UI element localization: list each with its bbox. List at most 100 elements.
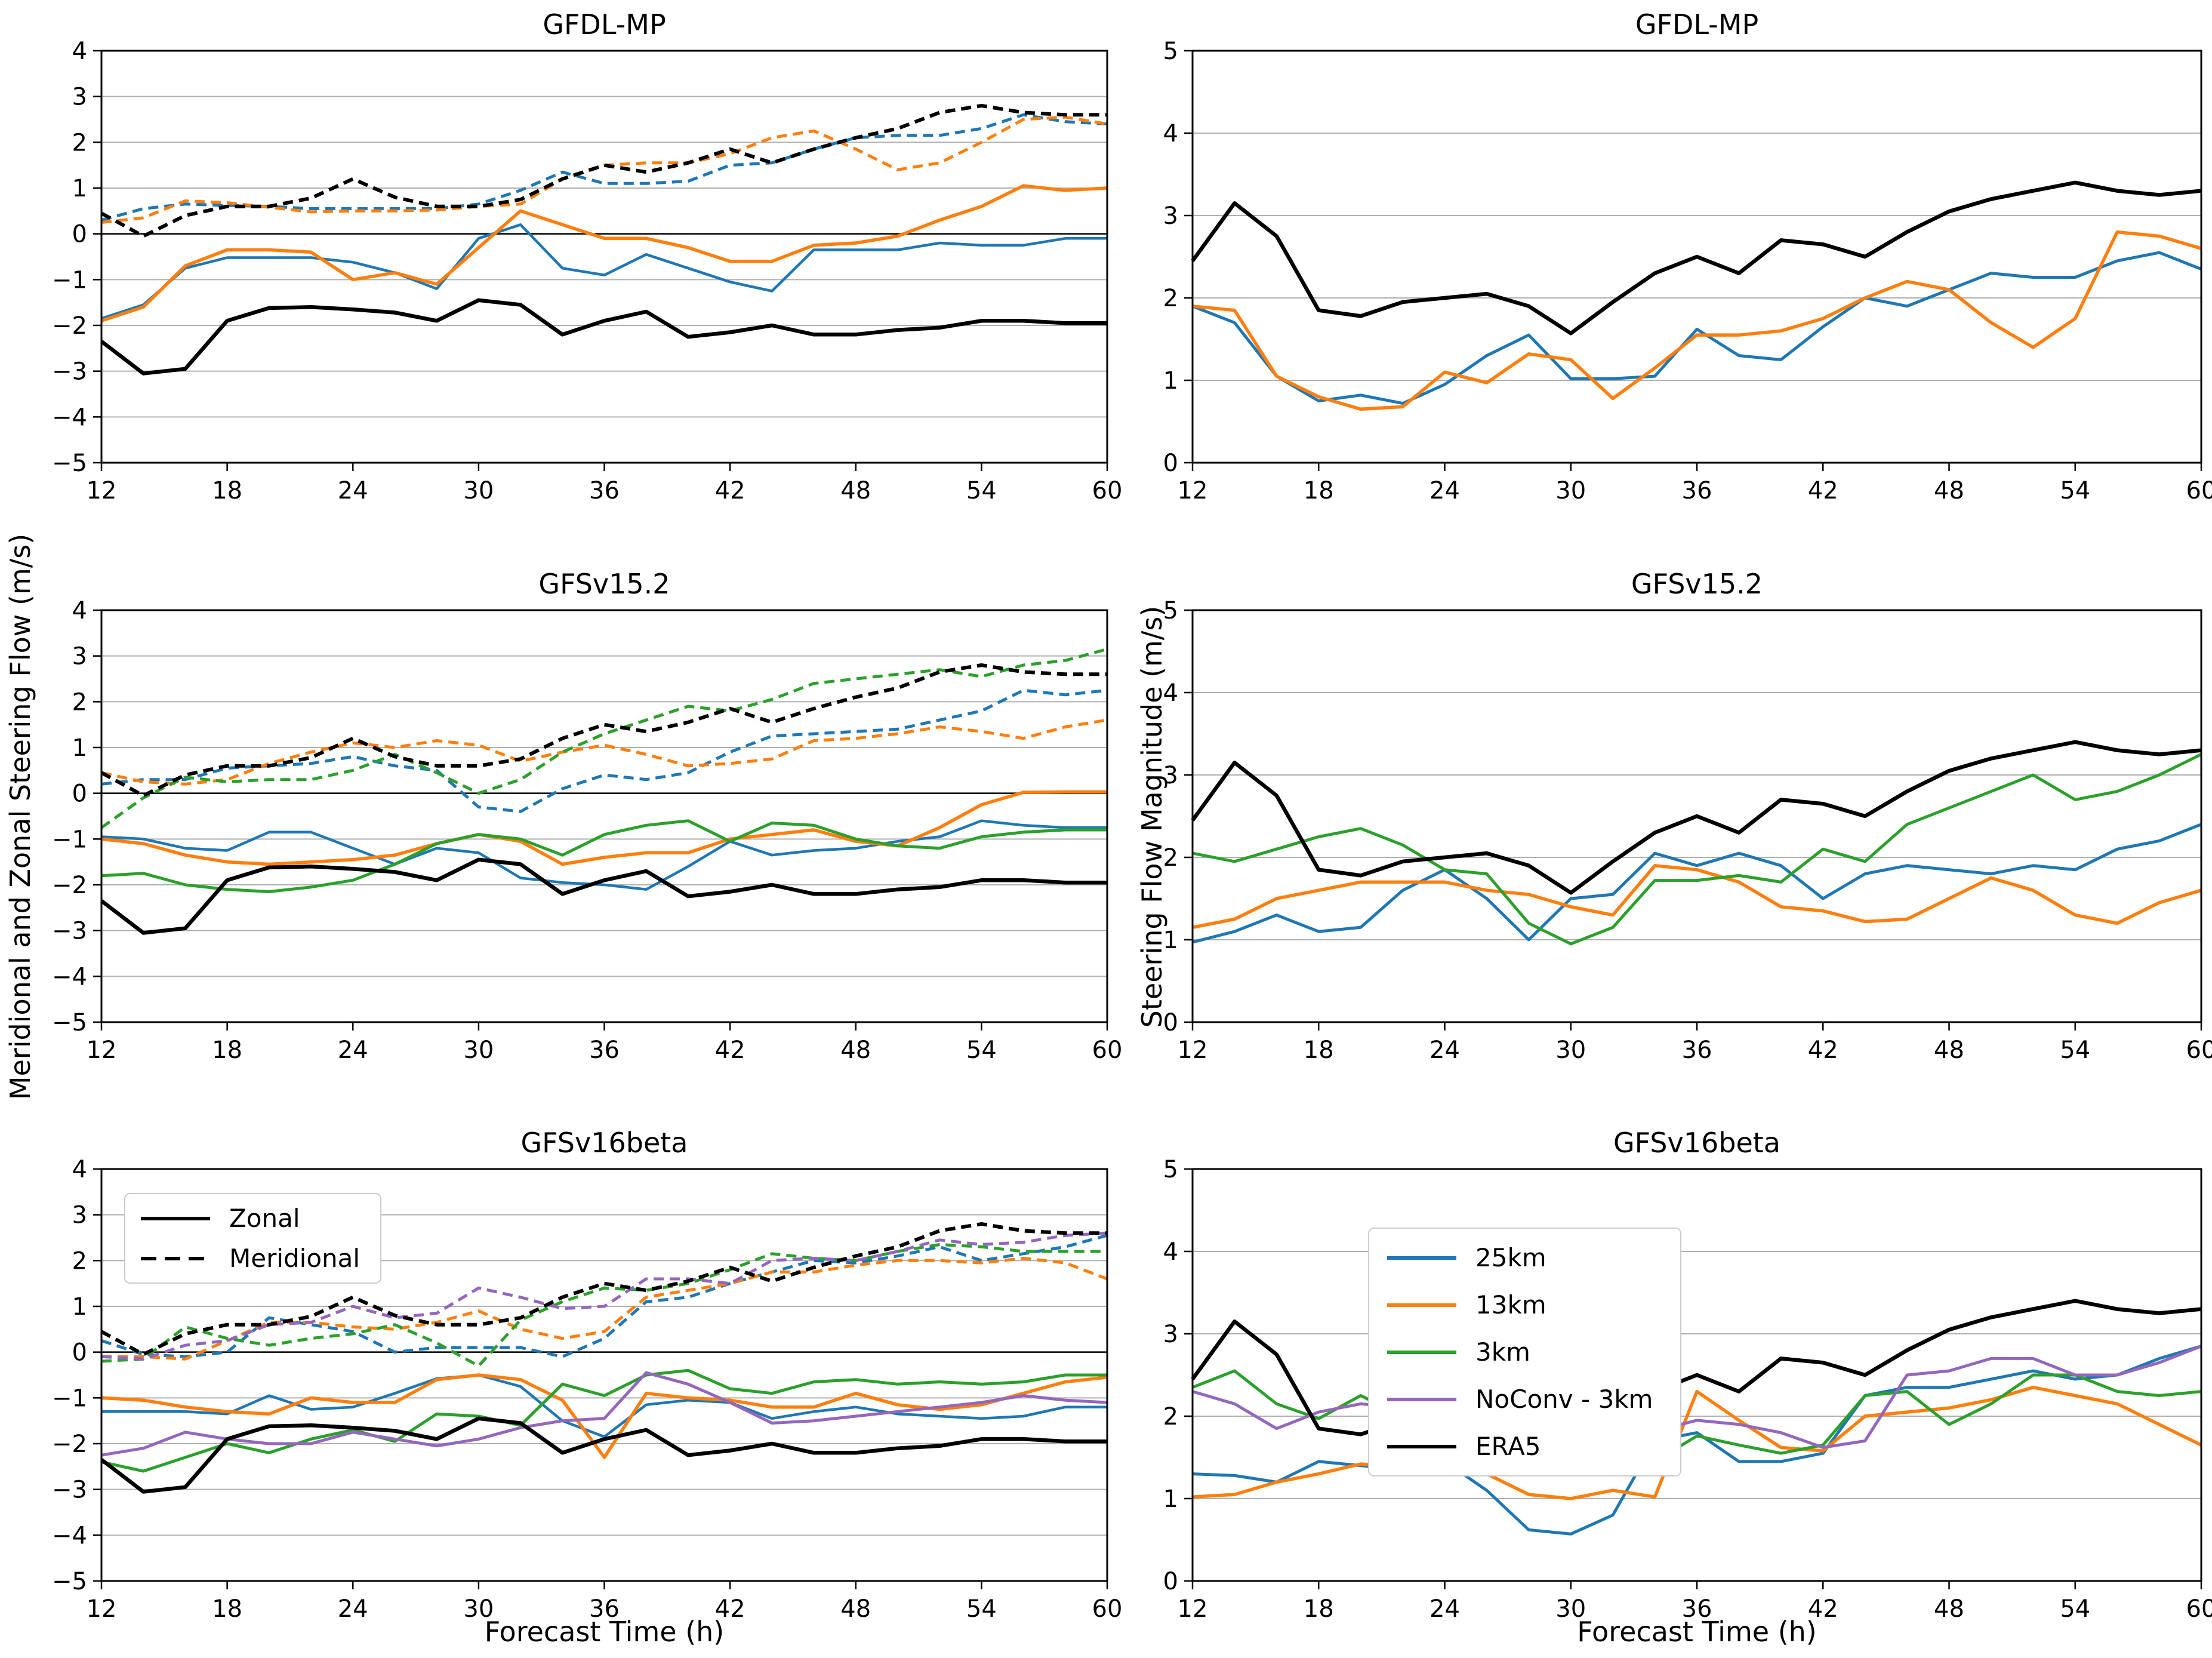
legend-line-sample [141,1216,210,1220]
x-tick-label: 54 [966,477,997,505]
series-era5-meridional [100,663,1107,798]
legend-label: Zonal [229,1204,300,1233]
x-tick-label: 60 [1092,1595,1122,1623]
y-tick-label: 1 [1163,1485,1178,1513]
x-tick-label: 36 [589,1036,620,1064]
x-tick-label: 60 [1092,1036,1122,1064]
series-25km [1192,251,2202,405]
y-tick-label: −4 [52,1522,87,1549]
y-tick-label: −5 [52,1009,87,1036]
legend-line-sample [141,1256,210,1260]
y-tick-label: 4 [72,1157,87,1183]
x-tick-label: 48 [840,477,871,505]
x-tick-label: 60 [2186,1036,2212,1064]
y-tick-label: 3 [72,643,87,670]
legend-entry-noconv-3km: NoConv - 3km [1386,1385,1653,1414]
x-tick-label: 36 [1682,1036,1712,1064]
x-tick-label: 12 [1178,477,1208,505]
y-tick-label: −4 [52,963,87,991]
x-tick-label: 48 [1934,1595,1964,1623]
series-noconv-3km-meridional [101,1231,1108,1361]
panel-title-gfsv152-magnitude: GFSv15.2 [1631,568,1763,600]
legend-line-sample [1387,1350,1456,1354]
x-tick-label: 30 [463,477,494,505]
legend-label: ERA5 [1475,1432,1541,1461]
y-tick-label: −4 [52,404,87,431]
y-tick-label: −3 [52,918,87,945]
series-noconv-3km [1192,1345,2202,1449]
legend-line-sample [1387,1444,1456,1448]
x-tick-label: 48 [1934,477,1964,505]
x-tick-label: 30 [1555,1036,1586,1064]
legend-label: Meridional [229,1244,361,1273]
x-tick-label: 48 [840,1595,871,1623]
legend-line-style: Zonal Meridional [124,1193,382,1284]
x-tick-label: 54 [2060,1595,2090,1623]
x-tick-label: 42 [1808,1595,1838,1623]
y-tick-label: −3 [52,1476,87,1504]
y-tick-label: 1 [1163,927,1178,954]
y-tick-label: 2 [72,1247,87,1275]
x-tick-label: 42 [1808,1036,1838,1064]
series-13km-zonal [101,1373,1108,1459]
y-tick-label: −1 [52,1385,87,1412]
legend-label: 3km [1475,1337,1530,1367]
panel-title-gfdl-mp-components: GFDL-MP [543,8,666,41]
y-tick-label: 4 [1163,120,1178,147]
series-3km-meridional [100,647,1108,829]
y-tick-label: 5 [1163,39,1178,65]
x-tick-label: 42 [715,1595,745,1623]
y-tick-label: 3 [1163,762,1178,789]
legend-entry-25km: 25km [1386,1243,1653,1272]
series-era5 [1191,740,2202,895]
x-tick-label: 30 [463,1036,494,1064]
legend-entry-3km: 3km [1386,1337,1653,1367]
y-tick-label: 0 [1163,1009,1178,1036]
y-tick-label: 1 [1163,367,1178,395]
y-tick-label: 4 [72,598,87,625]
y-tick-label: −3 [52,358,87,386]
series-era5-meridional [100,1222,1107,1356]
x-tick-label: 48 [1934,1036,1964,1064]
y-tick-label: 5 [1163,1157,1178,1183]
x-tick-label: 60 [2186,1595,2212,1623]
series-3km-zonal [101,1368,1107,1473]
series-13km-meridional [101,718,1108,786]
series-era5 [1191,1299,2202,1454]
y-tick-label: 4 [1163,1238,1178,1266]
y-tick-label: 5 [1163,598,1178,625]
y-tick-label: −2 [52,312,87,340]
x-tick-label: 18 [212,477,242,505]
y-tick-label: 0 [72,780,87,808]
x-tick-label: 24 [1430,1036,1460,1064]
series-13km [1192,864,2202,929]
series-era5-zonal [100,857,1107,935]
x-tick-label: 54 [966,1595,997,1623]
x-axis-label-right: Forecast Time (h) [1577,1616,1817,1648]
legend-models: 25km 13km 3km NoConv - 3km ERA5 [1368,1228,1682,1476]
series-era5-meridional [100,104,1107,238]
series-25km-zonal [101,223,1107,320]
x-tick-label: 54 [2060,477,2090,505]
y-axis-label-right: Steering Flow Magnitude (m/s) [1136,605,1168,1028]
x-tick-label: 24 [338,1036,368,1064]
series-25km [1192,823,2202,944]
series-3km [1192,753,2202,946]
y-tick-label: 0 [72,221,87,248]
y-tick-label: −2 [52,872,87,899]
y-tick-label: 2 [72,688,87,716]
x-tick-label: 12 [1178,1595,1208,1623]
y-tick-label: 0 [1163,450,1178,477]
y-tick-label: 2 [1163,285,1178,312]
x-tick-label: 42 [715,477,745,505]
y-tick-label: 3 [72,1202,87,1229]
y-tick-label: −2 [52,1431,87,1458]
series-13km-meridional [101,1257,1108,1361]
panel-title-gfdl-mp-magnitude: GFDL-MP [1635,8,1759,41]
series-3km-zonal [101,819,1107,893]
y-tick-label: −1 [52,266,87,294]
legend-entry-13km: 13km [1386,1290,1653,1319]
